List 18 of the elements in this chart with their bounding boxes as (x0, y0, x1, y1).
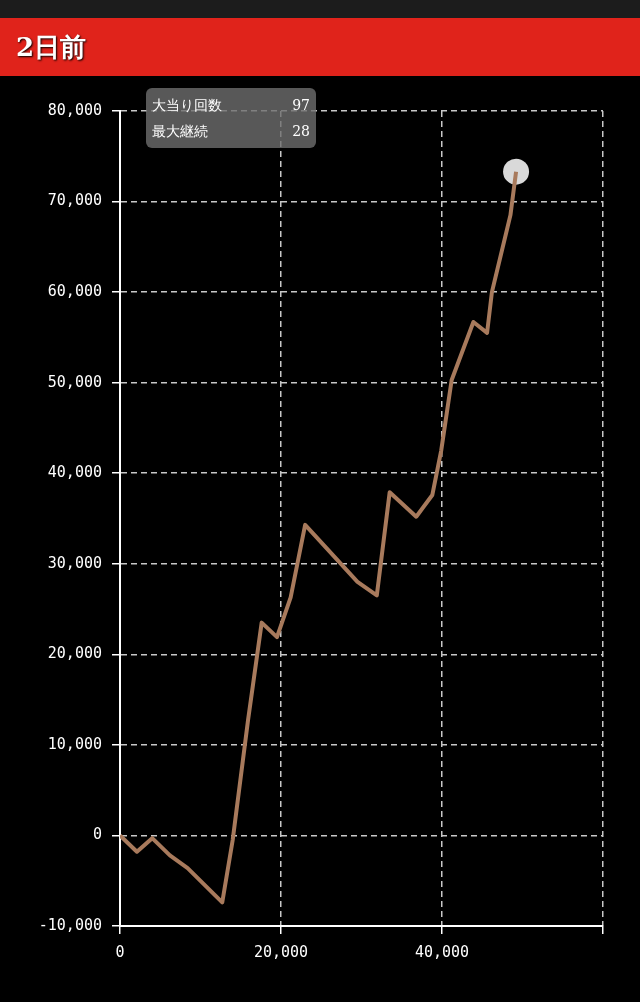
y-tick-label: 80,000 (47, 100, 102, 119)
x-tick-label: 0 (115, 942, 125, 961)
y-tick-label: 50,000 (47, 372, 102, 391)
annotation: 28 (292, 122, 310, 141)
y-tick-label: 0 (92, 825, 102, 844)
y-tick-label: 70,000 (47, 191, 102, 210)
annotation: 最大継続 (152, 122, 208, 141)
chart-title: 2日前 (16, 30, 87, 64)
y-tick-label: 30,000 (47, 553, 102, 572)
y-tick-label: 10,000 (47, 734, 102, 753)
y-tick-label: -10,000 (38, 915, 102, 934)
annotation: 97 (292, 96, 310, 115)
x-tick-label: 40,000 (414, 942, 470, 961)
annotation: 大当り回数 (152, 96, 222, 115)
y-tick-label: 40,000 (47, 463, 102, 482)
x-tick-label: 20,000 (253, 942, 309, 961)
y-tick-label: 20,000 (47, 644, 102, 663)
y-tick-label: 60,000 (47, 282, 102, 300)
